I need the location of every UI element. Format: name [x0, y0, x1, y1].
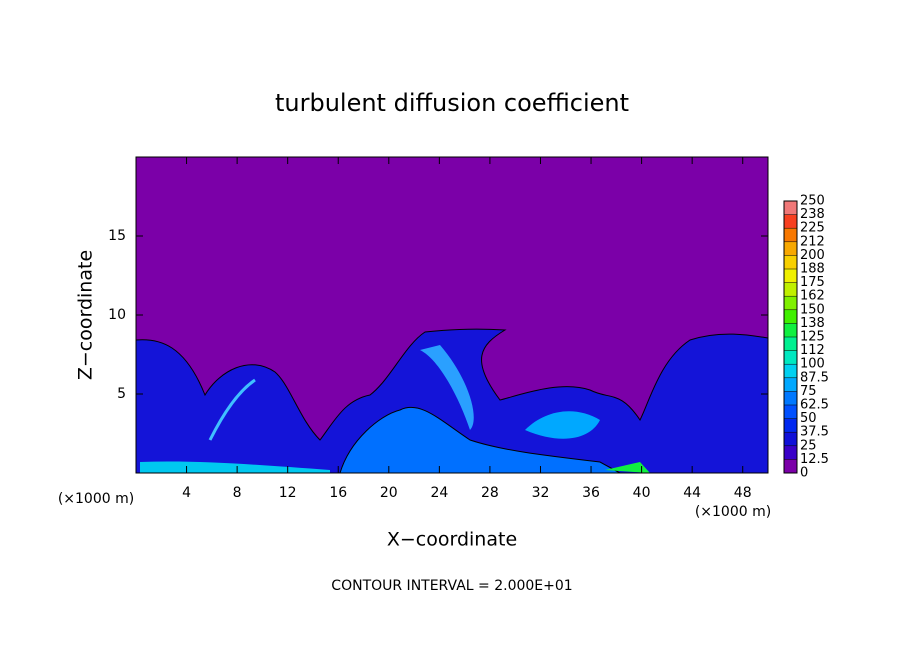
colorbar-band: [784, 364, 797, 378]
colorbar-label: 12.5: [800, 452, 829, 467]
field-region: [339, 406, 621, 474]
colorbar-label: 0: [800, 466, 808, 481]
field-region: [140, 461, 330, 473]
colorbar-label: 37.5: [800, 425, 829, 440]
colorbar-band: [784, 350, 797, 365]
x-tick-label: 12: [279, 485, 297, 501]
x-tick-label: 4: [182, 485, 191, 501]
contour-note: CONTOUR INTERVAL = 2.000E+01: [331, 578, 572, 594]
colorbar-band: [784, 269, 797, 283]
colorbar-label: 200: [800, 248, 825, 263]
colorbar-label: 250: [800, 194, 825, 209]
x-tick-label: 44: [683, 485, 701, 501]
colorbar-label: 62.5: [800, 398, 829, 413]
y-axis-label: Z−coordinate: [75, 250, 97, 380]
colorbar-label: 238: [800, 207, 825, 222]
colorbar-label: 138: [800, 316, 825, 331]
chart-title: turbulent diffusion coefficient: [275, 89, 629, 117]
x-unit-label: (×1000 m): [695, 504, 771, 520]
field-region: [525, 411, 600, 439]
x-tick-label: 24: [430, 485, 448, 501]
colorbar-label: 112: [800, 343, 825, 358]
x-unit-label: (×1000 m): [58, 491, 134, 507]
colorbar-band: [784, 241, 797, 256]
colorbar-label: 100: [800, 357, 825, 372]
field-region: [135, 328, 769, 474]
colorbar-band: [784, 445, 797, 460]
colorbar-band: [784, 391, 797, 405]
x-tick-label: 40: [633, 485, 651, 501]
y-tick-label: 15: [108, 228, 126, 244]
colorbar-band: [784, 459, 797, 473]
colorbar-band: [784, 201, 797, 215]
field: [135, 157, 769, 474]
colorbar-band: [784, 309, 797, 324]
colorbar-band: [784, 323, 797, 337]
colorbar-label: 50: [800, 411, 817, 426]
x-tick-label: 32: [532, 485, 550, 501]
colorbar-band: [784, 214, 797, 229]
x-tick-label: 20: [380, 485, 398, 501]
x-tick-label: 48: [734, 485, 752, 501]
colorbar-band: [784, 418, 797, 433]
colorbar-label: 75: [800, 384, 817, 399]
x-tick-label: 28: [481, 485, 499, 501]
colorbar-band: [784, 432, 797, 446]
colorbar-band: [784, 337, 797, 351]
colorbar-label: 25: [800, 438, 817, 453]
colorbar-label: 225: [800, 221, 825, 236]
colorbar-label: 162: [800, 289, 825, 304]
x-axis-label: X−coordinate: [387, 529, 517, 551]
field-streak: [208, 378, 256, 441]
field-region: [605, 462, 650, 473]
colorbar-label: 87.5: [800, 370, 829, 385]
field-region: [420, 345, 474, 430]
y-tick-label: 10: [108, 307, 126, 323]
colorbar-label: 188: [800, 262, 825, 277]
colorbar-label: 150: [800, 302, 825, 317]
colorbar-band: [784, 255, 797, 269]
colorbar-band: [784, 296, 797, 310]
x-tick-label: 8: [233, 485, 242, 501]
x-tick-label: 36: [582, 485, 600, 501]
y-tick-label: 5: [117, 386, 126, 402]
colorbar-band: [784, 282, 797, 297]
colorbar-label: 212: [800, 234, 825, 249]
colorbar-label: 175: [800, 275, 825, 290]
colorbar-band: [784, 377, 797, 392]
colorbar-band: [784, 228, 797, 242]
x-tick-label: 16: [329, 485, 347, 501]
colorbar-label: 125: [800, 330, 825, 345]
colorbar-band: [784, 405, 797, 419]
